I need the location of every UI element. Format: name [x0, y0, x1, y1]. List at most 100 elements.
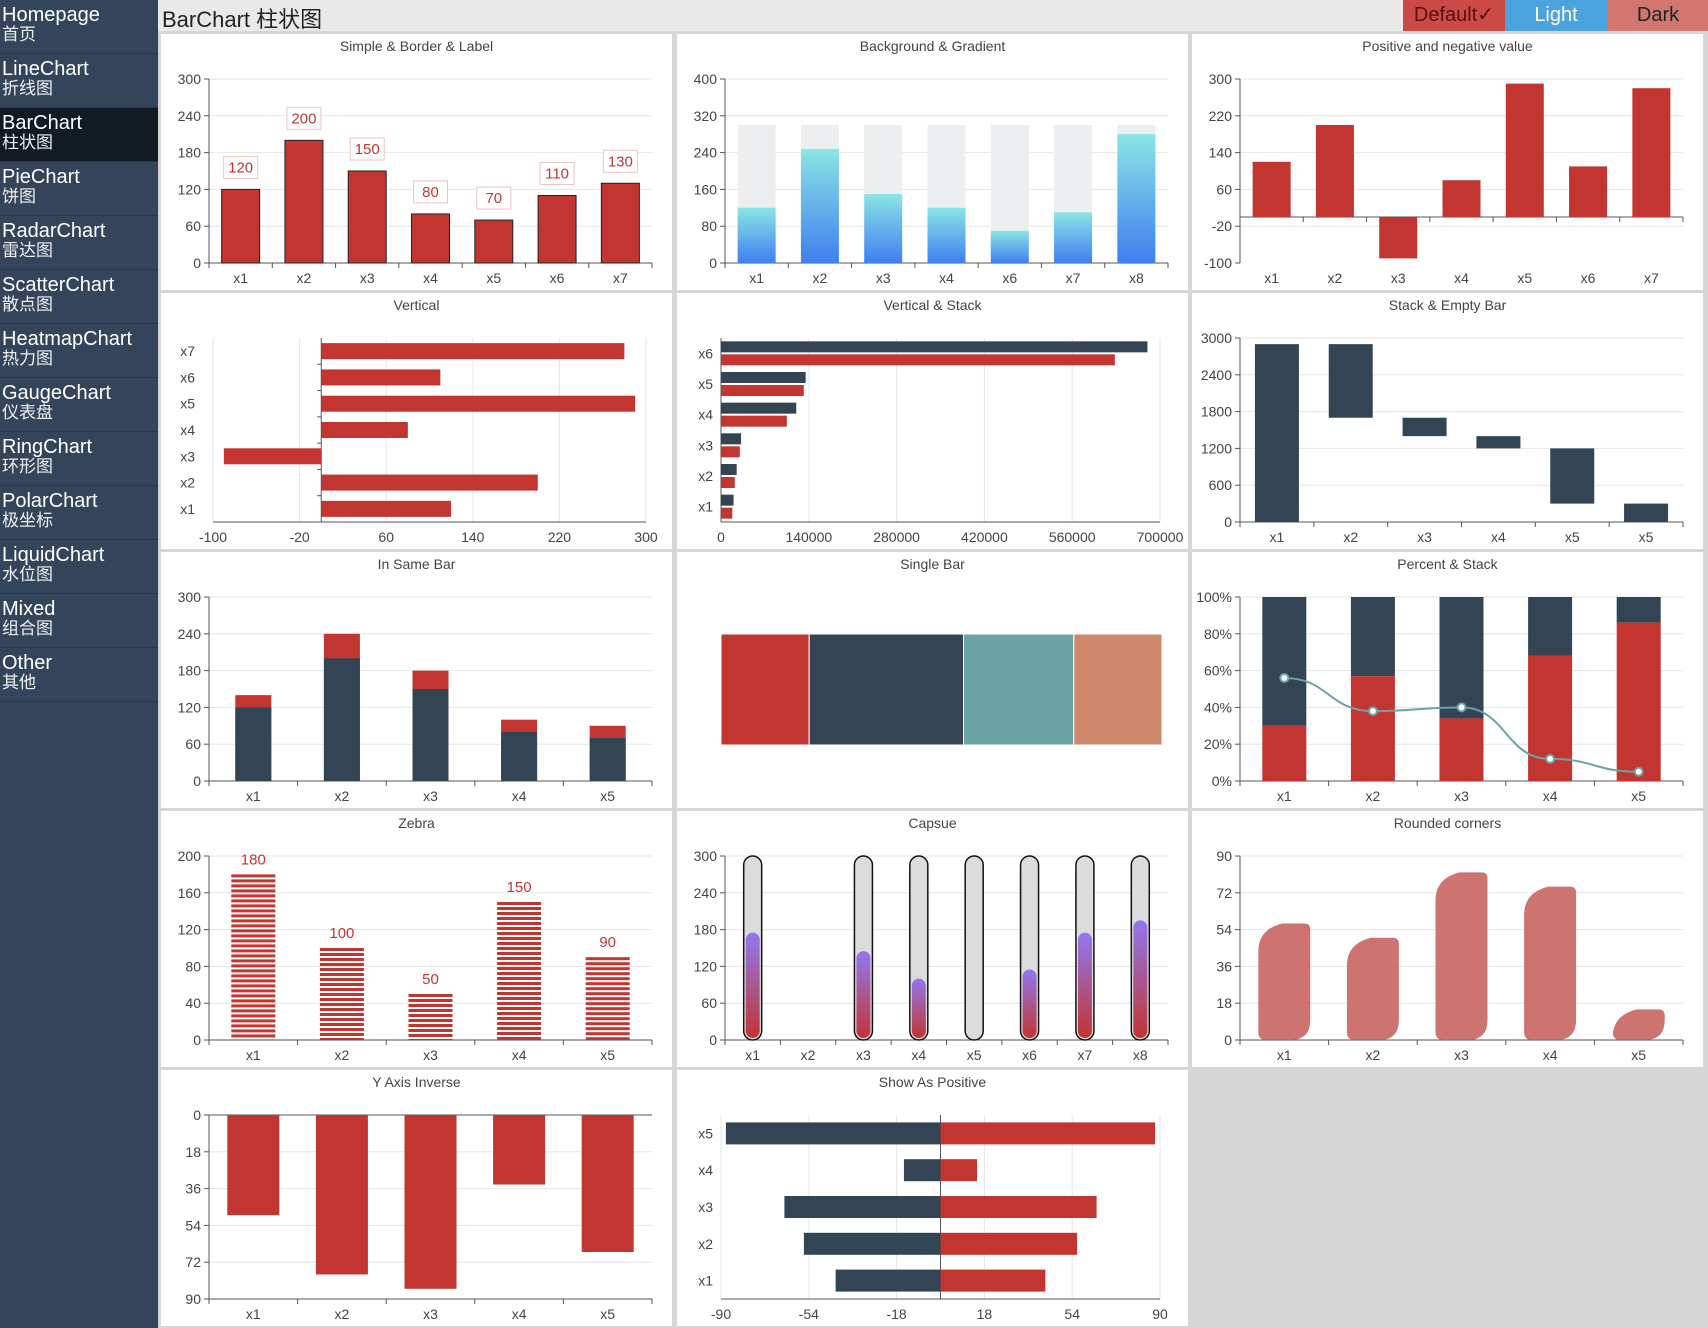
x-tick-label: x4	[939, 270, 954, 286]
bar	[321, 500, 452, 517]
zebra-stripe	[585, 1012, 630, 1016]
zebra-stripe	[319, 1038, 364, 1040]
chart-title: Background & Gradient	[860, 38, 1006, 54]
chart-title: Vertical & Stack	[883, 297, 982, 313]
bar-bottom	[1262, 725, 1307, 781]
x-tick-label: x5	[600, 788, 615, 804]
zebra-stripe	[231, 954, 276, 958]
zebra-stripe	[231, 999, 276, 1003]
x-tick-label: x5	[486, 270, 501, 286]
zebra-stripe	[497, 1027, 542, 1030]
bar	[721, 354, 1115, 366]
zebra-stripe	[585, 997, 630, 1001]
zebra-stripe	[408, 994, 453, 997]
zebra-stripe	[497, 962, 542, 965]
zebra-stripe	[231, 914, 276, 918]
zebra-stripe	[231, 969, 276, 973]
sidebar-item-label: Mixed	[2, 598, 56, 620]
chart-panel-12: Y Axis Inverse 0 18 36 54 72 90 x1 x2 x3 x4 x5	[161, 1070, 672, 1326]
sidebar-item-mixed[interactable]: Mixed 组合图	[0, 594, 158, 648]
capsule-fill	[1133, 920, 1148, 1038]
theme-default-button[interactable]: Default✓	[1403, 0, 1505, 31]
sidebar-item-other[interactable]: Other 其他	[0, 648, 158, 702]
y-tick-label: 1200	[1201, 440, 1232, 456]
y-tick-label: 200	[178, 848, 202, 864]
bar-left	[835, 1269, 941, 1292]
bar-segment	[808, 633, 965, 746]
sidebar-item-sublabel: 组合图	[2, 619, 53, 638]
y-tick-label: x1	[180, 501, 195, 517]
bar	[1569, 166, 1608, 217]
chart-svg: Positive and negative value -100 -20 60 140 2…	[1204, 38, 1684, 286]
sidebar-item-liquidchart[interactable]: LiquidChart 水位图	[0, 540, 158, 594]
bar	[1054, 212, 1093, 263]
y-tick-label: 120	[178, 699, 202, 715]
rounded-bar	[1524, 886, 1577, 1040]
data-label-box	[476, 186, 512, 210]
zebra-stripe	[231, 974, 276, 978]
y-tick-label: x4	[698, 1162, 713, 1178]
sidebar-item-scatterchart[interactable]: ScatterChart 散点图	[0, 270, 158, 324]
zebra-stripe	[231, 1014, 276, 1018]
x-tick-label: x2	[1343, 529, 1358, 545]
zebra-stripe	[585, 972, 630, 976]
x-tick-label: x1	[246, 1047, 261, 1063]
x-tick-label: x3	[423, 1306, 438, 1322]
sidebar-item-label: Homepage	[2, 4, 100, 26]
x-tick-label: x1	[745, 1047, 760, 1063]
x-tick-label: x3	[423, 1047, 438, 1063]
capsule-fill	[745, 932, 760, 1038]
y-tick-label: 60	[185, 218, 201, 234]
x-tick-label: x7	[1078, 1047, 1093, 1063]
zebra-stripe	[231, 994, 276, 998]
data-label: 80	[422, 184, 439, 201]
bar	[721, 402, 797, 414]
bar-inner	[589, 738, 626, 781]
bar-right	[940, 1122, 1156, 1145]
chart-title: In Same Bar	[378, 556, 456, 572]
sidebar-item-gaugechart[interactable]: GaugeChart 仪表盘	[0, 378, 158, 432]
zebra-stripe	[231, 884, 276, 888]
data-label: 100	[329, 925, 354, 942]
bar-left	[903, 1159, 941, 1182]
x-tick-label: x5	[1631, 788, 1646, 804]
capsule-fill	[911, 978, 926, 1038]
zebra-stripe	[231, 1029, 276, 1033]
sidebar-item-radarchart[interactable]: RadarChart 雷达图	[0, 216, 158, 270]
y-tick-label: 72	[185, 1254, 201, 1270]
bar-right	[940, 1232, 1078, 1255]
bar	[721, 385, 804, 396]
sidebar-item-barchart[interactable]: BarChart 柱状图	[0, 108, 158, 162]
bar	[347, 170, 387, 264]
bar-inner	[323, 658, 360, 781]
line-point	[1279, 672, 1290, 683]
bar	[321, 369, 441, 386]
sidebar-item-linechart[interactable]: LineChart 折线图	[0, 54, 158, 108]
x-tick-label: x2	[1366, 1047, 1381, 1063]
data-label-box	[349, 137, 385, 161]
x-tick-label: 700000	[1137, 529, 1184, 545]
x-tick-label: x5	[1517, 270, 1532, 286]
sidebar-item-ringchart[interactable]: RingChart 环形图	[0, 432, 158, 486]
sidebar-item-homepage[interactable]: Homepage 首页	[0, 0, 158, 54]
theme-dark-button[interactable]: Dark	[1607, 0, 1708, 31]
x-tick-label: x3	[1391, 270, 1406, 286]
zebra-stripe	[319, 998, 364, 1001]
zebra-stripe	[231, 924, 276, 928]
x-tick-label: 280000	[873, 529, 920, 545]
theme-light-button[interactable]: Light	[1505, 0, 1607, 31]
sidebar: Homepage 首页 LineChart 折线图 BarChart 柱状图 PieChar…	[0, 0, 158, 1328]
bar	[1379, 217, 1418, 259]
x-tick-label: x6	[1581, 270, 1596, 286]
sidebar-item-piechart[interactable]: PieChart 饼图	[0, 162, 158, 216]
x-tick-label: 420000	[961, 529, 1008, 545]
sidebar-item-label: HeatmapChart	[2, 328, 133, 350]
chart-title: Rounded corners	[1394, 815, 1501, 831]
bar-bottom	[1616, 622, 1661, 781]
sidebar-item-heatmapchart[interactable]: HeatmapChart 热力图	[0, 324, 158, 378]
bar-segment	[1073, 633, 1163, 746]
sidebar-item-polarchart[interactable]: PolarChart 极坐标	[0, 486, 158, 540]
y-tick-label: 300	[1209, 71, 1233, 87]
zebra-stripe	[408, 1014, 453, 1017]
zebra-stripe	[497, 1012, 542, 1015]
